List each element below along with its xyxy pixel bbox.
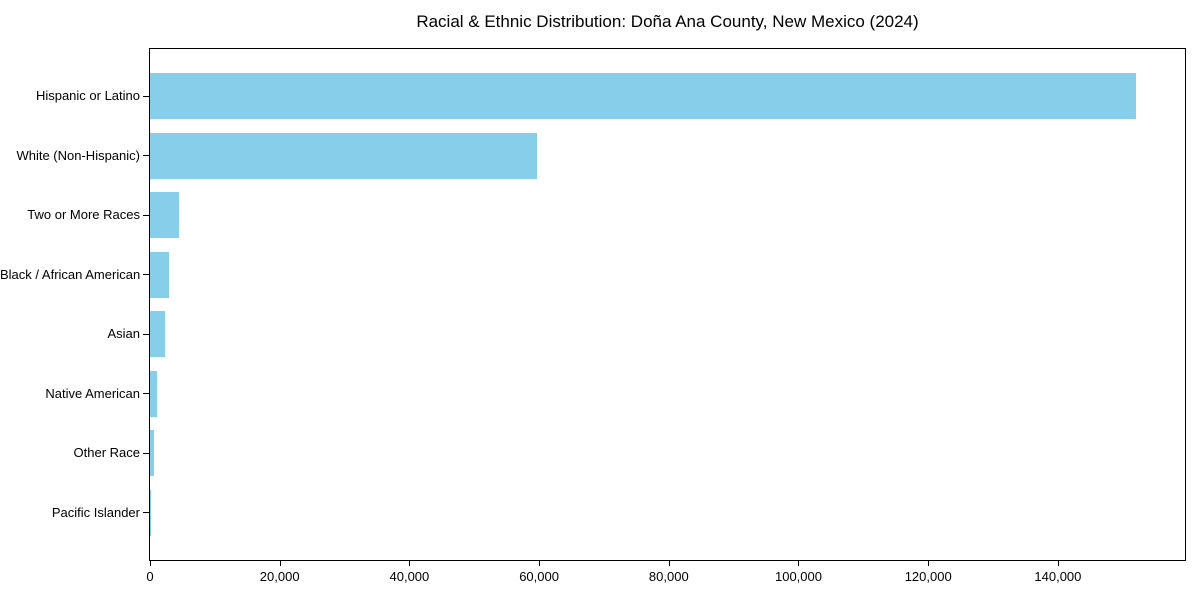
- x-tick: [279, 561, 281, 566]
- x-tick: [668, 561, 670, 566]
- x-tick: [1057, 561, 1059, 566]
- y-tick-label: Asian: [107, 326, 140, 342]
- bar-hispanic-or-latino: [150, 73, 1136, 120]
- bar-asian: [150, 311, 166, 358]
- y-tick: [143, 452, 149, 454]
- x-tick: [150, 561, 151, 566]
- x-tick-label: 100,000: [774, 569, 822, 584]
- bar-two-or-more-races: [150, 192, 180, 239]
- bar-white-non-hispanic: [150, 132, 538, 179]
- x-tick: [798, 561, 800, 566]
- x-axis: 0 20,000 40,000 60,000 80,000 100,000 120,000 1…: [146, 561, 1186, 593]
- x-tick: [539, 561, 541, 566]
- bar-black-african-american: [150, 251, 170, 298]
- x-tick-label: 120,000: [904, 569, 952, 584]
- x-tick: [409, 561, 411, 566]
- y-tick: [143, 95, 149, 97]
- y-tick-label: Black / African American: [0, 266, 141, 282]
- x-tick-label: 40,000: [389, 569, 430, 584]
- bar-other-race: [150, 430, 154, 477]
- y-tick: [143, 274, 149, 276]
- y-axis-labels: Hispanic or Latino White (Non-Hispanic) Tw…: [0, 48, 140, 561]
- x-tick-label: 0: [146, 569, 154, 584]
- y-tick: [143, 333, 149, 335]
- y-tick-label: Native American: [45, 385, 140, 401]
- y-tick-label: Hispanic or Latino: [35, 88, 140, 104]
- plot-area: [143, 48, 1186, 561]
- bar-pacific-islander: [150, 489, 151, 536]
- x-tick-label: 80,000: [648, 569, 689, 584]
- y-tick: [143, 393, 149, 395]
- bar-native-american: [150, 370, 157, 417]
- y-tick: [143, 214, 149, 216]
- y-tick: [143, 512, 149, 514]
- x-tick: [928, 561, 930, 566]
- x-tick-label: 60,000: [519, 569, 559, 584]
- y-tick-label: Pacific Islander: [51, 504, 140, 520]
- y-tick-label: Other Race: [73, 445, 140, 461]
- y-tick: [143, 155, 149, 157]
- chart-title: Racial & Ethnic Distribution: Doña Ana C…: [416, 12, 919, 31]
- x-tick-label: 140,000: [1034, 569, 1082, 584]
- y-tick-label: Two or More Races: [27, 207, 140, 223]
- y-tick-label: White (Non-Hispanic): [16, 147, 140, 163]
- x-tick-label: 20,000: [259, 569, 300, 584]
